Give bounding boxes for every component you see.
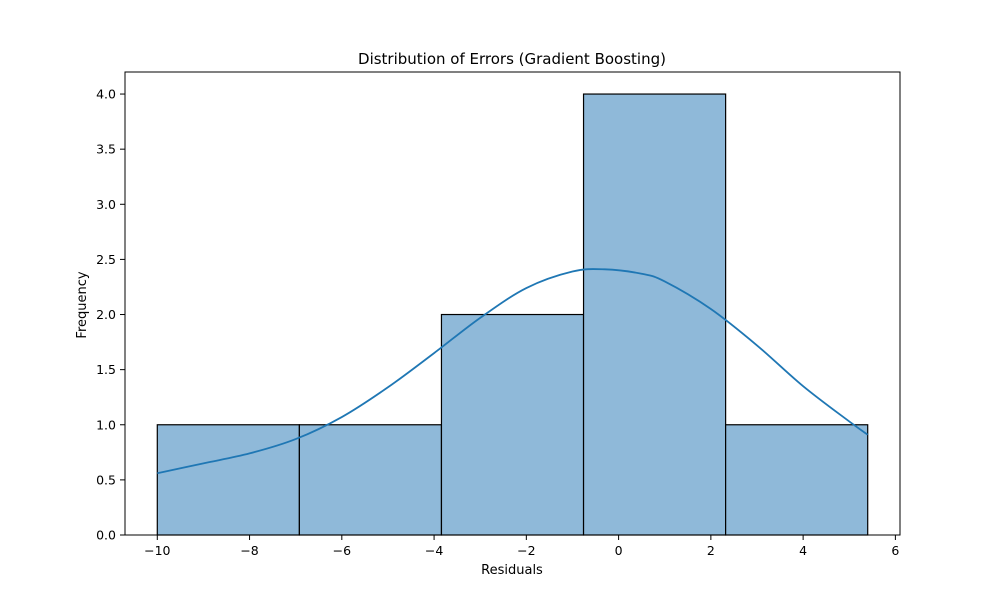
y-tick-label: 2.5 xyxy=(96,252,116,267)
histogram-bar-1 xyxy=(156,424,300,536)
y-tick-label: 1.0 xyxy=(96,417,116,432)
chart-title: Distribution of Errors (Gradient Boostin… xyxy=(358,50,666,68)
x-tick-label: 6 xyxy=(891,543,899,558)
x-tick-label: 2 xyxy=(707,543,715,558)
y-tick-label: 2.0 xyxy=(96,307,116,322)
x-tick-label: −10 xyxy=(144,543,170,558)
x-axis-ticks: −10 −8 −6 −4 −2 0 2 4 6 xyxy=(144,535,899,558)
plot-area-frame xyxy=(124,71,901,536)
y-tick-label: 3.5 xyxy=(96,142,116,157)
x-tick-label: −4 xyxy=(425,543,443,558)
y-axis-label: Frequency xyxy=(75,271,90,338)
x-tick-label: −2 xyxy=(517,543,535,558)
y-axis-ticks: 0.0 0.5 1.0 1.5 2.0 2.5 3.0 3.5 4.0 xyxy=(96,87,125,543)
kde-curve xyxy=(157,268,869,475)
y-tick-label: 3.0 xyxy=(96,197,116,212)
x-axis-label: Residuals xyxy=(481,563,543,578)
x-tick-label: 0 xyxy=(615,543,623,558)
histogram-bar-2 xyxy=(298,424,443,536)
histogram-bar-4 xyxy=(582,93,727,536)
x-tick-label: −6 xyxy=(333,543,351,558)
y-tick-label: 0.5 xyxy=(96,472,116,487)
histogram-bars xyxy=(156,93,869,536)
x-tick-label: −8 xyxy=(240,543,258,558)
histogram-bar-5 xyxy=(725,424,869,536)
histogram-bar-3 xyxy=(440,313,585,536)
x-tick-label: 4 xyxy=(799,543,807,558)
y-tick-label: 0.0 xyxy=(96,528,116,543)
y-tick-label: 1.5 xyxy=(96,362,116,377)
y-tick-label: 4.0 xyxy=(96,87,116,102)
